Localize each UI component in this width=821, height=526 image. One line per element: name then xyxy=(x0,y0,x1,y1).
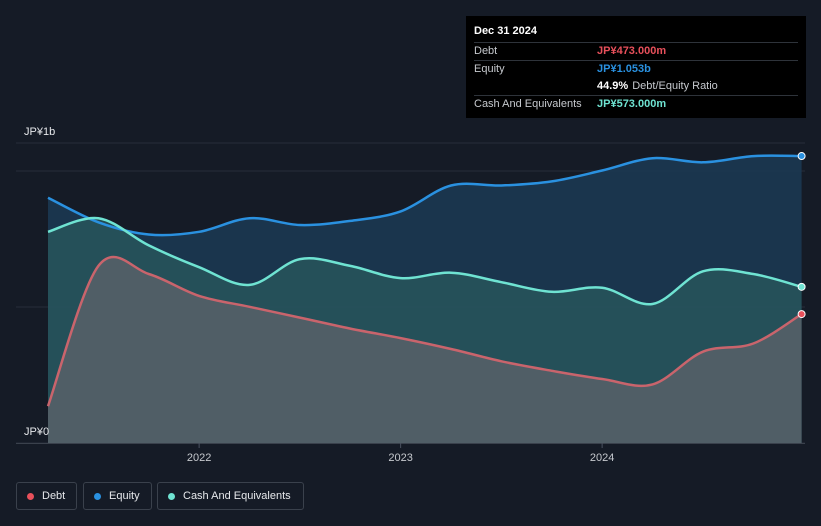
debt-area xyxy=(48,256,802,443)
y-tick-label-1000: JP¥1b xyxy=(24,126,55,138)
equity-line xyxy=(47,154,802,237)
legend-item-debt[interactable]: Debt xyxy=(16,482,77,510)
y-axis-labels: JP¥0 JP¥1b xyxy=(24,126,55,438)
debt-endpoint-marker xyxy=(797,310,806,319)
tooltip-row-cash: Cash And Equivalents JP¥573.000m xyxy=(474,95,798,113)
series-lines xyxy=(46,154,803,407)
tooltip-row-debt: Debt JP¥473.000m xyxy=(474,42,798,60)
tooltip-cash-label: Cash And Equivalents xyxy=(474,98,582,110)
tooltip-row-ratio: 44.9% Debt/Equity Ratio xyxy=(474,78,798,95)
legend-cash-label: Cash And Equivalents xyxy=(183,490,291,502)
x-tick-label-2024: 2024 xyxy=(590,452,614,464)
legend-equity-label: Equity xyxy=(109,490,140,502)
tooltip-equity-label: Equity xyxy=(474,63,505,75)
tooltip-ratio-label: Debt/Equity Ratio xyxy=(632,80,718,92)
equity-dot-icon xyxy=(94,492,101,500)
cash-line xyxy=(47,216,802,306)
tooltip-cash-value: JP¥573.000m xyxy=(597,98,667,110)
equity-endpoint-marker xyxy=(797,152,806,161)
series-areas xyxy=(48,155,802,443)
tooltip-equity-value: JP¥1.053b xyxy=(597,63,651,75)
tooltip-debt-label: Debt xyxy=(474,45,498,57)
legend-item-equity[interactable]: Equity xyxy=(83,482,152,510)
debt-dot-icon xyxy=(27,492,34,500)
y-tick-label-0: JP¥0 xyxy=(24,426,49,438)
x-tick-label-2022: 2022 xyxy=(187,452,211,464)
x-axis: 2022 2023 2024 xyxy=(16,443,805,464)
tooltip-ratio-value: 44.9% xyxy=(597,80,629,92)
tooltip-date: Dec 31 2024 xyxy=(474,25,537,37)
cash-endpoint-marker xyxy=(797,282,806,291)
data-tooltip: Dec 31 2024 Debt JP¥473.000m Equity JP¥1… xyxy=(466,16,806,118)
legend-item-cash[interactable]: Cash And Equivalents xyxy=(157,482,304,510)
x-tick-label-2023: 2023 xyxy=(388,452,412,464)
cash-dot-icon xyxy=(168,492,175,500)
series-endpoints xyxy=(797,152,806,319)
tooltip-debt-value: JP¥473.000m xyxy=(597,45,667,57)
tooltip-row-equity: Equity JP¥1.053b xyxy=(474,60,798,78)
debt-line xyxy=(46,255,803,407)
legend-debt-label: Debt xyxy=(42,490,66,502)
